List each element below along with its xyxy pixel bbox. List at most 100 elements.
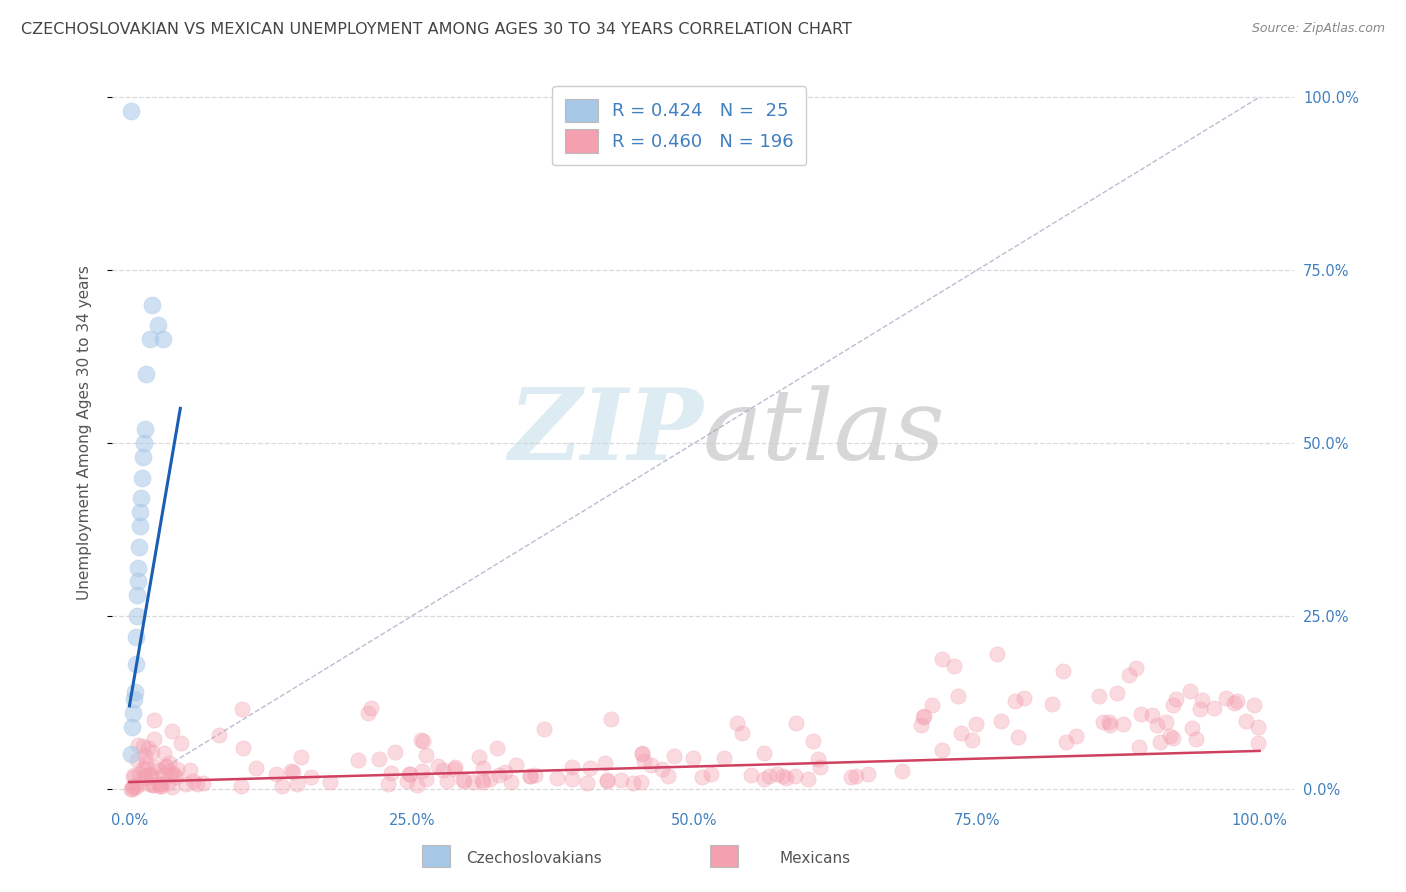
Point: [155, 760, 177, 774]
Point: [1052, 665, 1074, 679]
Point: [142, 732, 165, 747]
Point: [135, 367, 157, 381]
Point: [1146, 717, 1168, 731]
Point: [159, 767, 181, 781]
Point: [264, 767, 287, 781]
Point: [912, 709, 935, 723]
Point: [432, 763, 454, 777]
Point: [700, 767, 723, 781]
Point: [950, 725, 973, 739]
Point: [427, 759, 450, 773]
Point: [662, 749, 685, 764]
Point: [785, 715, 807, 730]
Point: [595, 773, 617, 788]
Point: [1159, 729, 1181, 743]
Point: [141, 297, 163, 311]
Point: [931, 743, 953, 757]
Point: [640, 757, 662, 772]
Point: [128, 767, 150, 781]
Point: [986, 648, 1008, 662]
Point: [479, 772, 502, 786]
Point: [690, 770, 713, 784]
Point: [931, 652, 953, 666]
Point: [132, 450, 155, 464]
Text: Czechoslovakians: Czechoslovakians: [467, 851, 602, 865]
Point: [471, 774, 494, 789]
Point: [631, 747, 654, 761]
Point: [165, 770, 187, 784]
Point: [124, 685, 146, 699]
Point: [839, 770, 862, 784]
Point: [911, 710, 934, 724]
Point: [157, 776, 180, 790]
Point: [142, 778, 165, 792]
Point: [124, 767, 146, 781]
Point: [1234, 714, 1257, 728]
Point: [149, 779, 172, 793]
Point: [657, 769, 679, 783]
Point: [524, 768, 547, 782]
Point: [766, 767, 789, 781]
Point: [186, 777, 208, 791]
Point: [290, 750, 312, 764]
Point: [415, 772, 437, 787]
Point: [600, 712, 623, 726]
Point: [1004, 693, 1026, 707]
Point: [546, 771, 568, 785]
Legend: R = 0.424   N =  25, R = 0.460   N = 196: R = 0.424 N = 25, R = 0.460 N = 196: [553, 87, 806, 165]
Point: [134, 422, 156, 436]
Point: [127, 588, 149, 602]
Point: [485, 740, 508, 755]
Point: [463, 775, 485, 789]
Point: [468, 749, 491, 764]
Point: [593, 756, 616, 771]
Point: [1040, 697, 1063, 711]
Point: [942, 659, 965, 673]
Point: [891, 764, 914, 778]
Point: [1215, 691, 1237, 706]
Point: [232, 741, 254, 756]
Point: [444, 759, 467, 773]
Point: [575, 775, 598, 789]
Point: [1191, 692, 1213, 706]
Point: [1125, 661, 1147, 675]
Point: [758, 769, 780, 783]
Point: [946, 689, 969, 703]
Point: [471, 761, 494, 775]
Text: ZIP: ZIP: [508, 384, 703, 481]
Point: [856, 767, 879, 781]
Point: [160, 724, 183, 739]
Point: [179, 763, 201, 777]
Point: [160, 766, 183, 780]
Point: [360, 701, 382, 715]
Point: [1180, 683, 1202, 698]
Point: [132, 739, 155, 753]
Point: [121, 771, 143, 785]
Point: [127, 574, 149, 589]
Point: [505, 758, 527, 772]
Point: [245, 761, 267, 775]
Point: [785, 769, 807, 783]
Point: [129, 491, 152, 506]
Point: [1098, 718, 1121, 732]
Y-axis label: Unemployment Among Ages 30 to 34 years: Unemployment Among Ages 30 to 34 years: [77, 265, 91, 600]
Point: [630, 775, 652, 789]
Point: [121, 781, 143, 796]
Point: [1064, 730, 1087, 744]
Point: [1054, 735, 1077, 749]
Point: [1180, 721, 1202, 735]
Point: [152, 332, 174, 346]
Text: atlas: atlas: [703, 385, 946, 480]
Point: [921, 698, 943, 712]
Point: [141, 745, 163, 759]
Point: [1166, 692, 1188, 706]
Text: CZECHOSLOVAKIAN VS MEXICAN UNEMPLOYMENT AMONG AGES 30 TO 34 YEARS CORRELATION CH: CZECHOSLOVAKIAN VS MEXICAN UNEMPLOYMENT …: [21, 22, 852, 37]
Point: [231, 701, 253, 715]
Point: [356, 706, 378, 721]
Text: Mexicans: Mexicans: [780, 851, 851, 865]
Point: [135, 756, 157, 771]
Point: [135, 771, 157, 785]
Point: [682, 751, 704, 765]
Point: [801, 734, 824, 748]
Point: [149, 779, 172, 793]
